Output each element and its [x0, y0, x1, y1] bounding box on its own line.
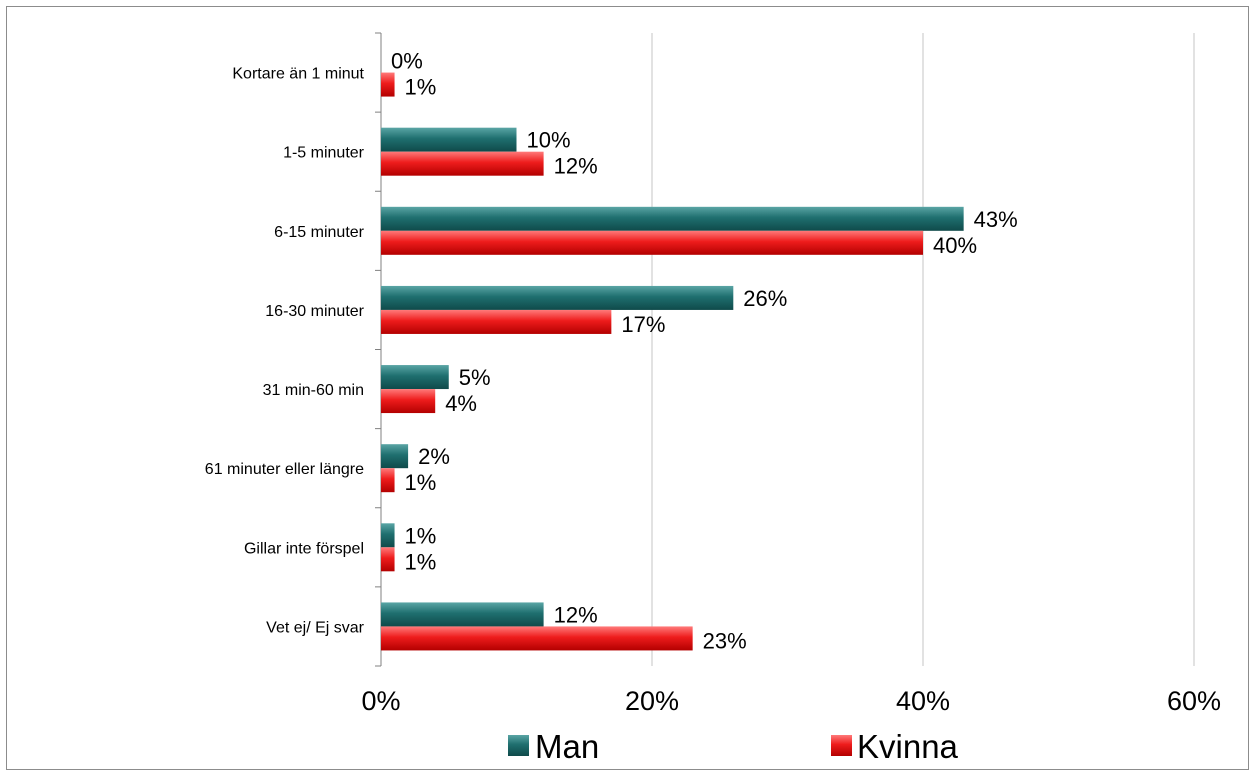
data-label-kvinna: 23% — [703, 628, 747, 653]
data-label-man: 2% — [418, 444, 450, 469]
data-label-kvinna: 12% — [554, 154, 598, 179]
bar-kvinna — [381, 72, 395, 97]
bars-layer — [381, 72, 964, 651]
legend-swatch-man — [508, 735, 529, 756]
bar-kvinna — [381, 389, 436, 414]
bar-kvinna — [381, 468, 395, 493]
bar-chart: 0% 20% 40% 60% Kortare än 1 minut 1-5 minute… — [205, 32, 1221, 765]
bar-man — [381, 444, 409, 469]
bar-man — [381, 127, 517, 152]
x-tick-label: 40% — [896, 686, 950, 716]
data-label-man: 43% — [974, 207, 1018, 232]
category-label: 1-5 minuter — [283, 145, 365, 162]
data-label-man: 5% — [459, 365, 491, 390]
bar-kvinna — [381, 547, 395, 572]
bar-man — [381, 365, 449, 390]
bar-kvinna — [381, 309, 612, 334]
data-label-kvinna: 1% — [405, 470, 437, 495]
data-label-man: 1% — [405, 523, 437, 548]
category-label: 16-30 minuter — [265, 303, 364, 320]
category-label: Kortare än 1 minut — [232, 66, 364, 83]
data-label-kvinna: 4% — [445, 391, 477, 416]
data-label-man: 10% — [527, 128, 571, 153]
legend-label-man: Man — [535, 728, 599, 765]
category-label: 31 min-60 min — [263, 382, 364, 399]
x-tick-label: 0% — [361, 686, 400, 716]
bar-man — [381, 206, 964, 231]
data-label-kvinna: 17% — [621, 312, 665, 337]
bar-kvinna — [381, 151, 544, 176]
bar-kvinna — [381, 626, 693, 651]
category-label: Vet ej/ Ej svar — [266, 619, 364, 636]
data-label-kvinna: 1% — [405, 549, 437, 574]
bar-man — [381, 285, 734, 310]
data-label-kvinna: 1% — [405, 75, 437, 100]
data-label-man: 0% — [391, 49, 423, 74]
category-label: Gillar inte förspel — [244, 540, 364, 557]
legend-label-kvinna: Kvinna — [857, 728, 959, 765]
bar-man — [381, 602, 544, 627]
grid-layer — [651, 33, 1195, 666]
data-label-kvinna: 40% — [933, 233, 977, 258]
category-label: 6-15 minuter — [274, 224, 364, 241]
category-label: 61 minuter eller längre — [205, 461, 364, 478]
x-tick-label: 60% — [1167, 686, 1221, 716]
x-tick-label: 20% — [625, 686, 679, 716]
bar-kvinna — [381, 230, 923, 255]
data-label-man: 26% — [743, 286, 787, 311]
bar-man — [381, 523, 395, 548]
legend: Man Kvinna — [508, 728, 959, 765]
labels-layer: Kortare än 1 minut 1-5 minuter 6-15 minute… — [205, 49, 1018, 654]
data-label-man: 12% — [554, 602, 598, 627]
axis-layer: 0% 20% 40% 60% — [361, 32, 1221, 716]
legend-swatch-kvinna — [831, 735, 852, 756]
chart-frame: 0% 20% 40% 60% Kortare än 1 minut 1-5 minute… — [6, 6, 1249, 770]
